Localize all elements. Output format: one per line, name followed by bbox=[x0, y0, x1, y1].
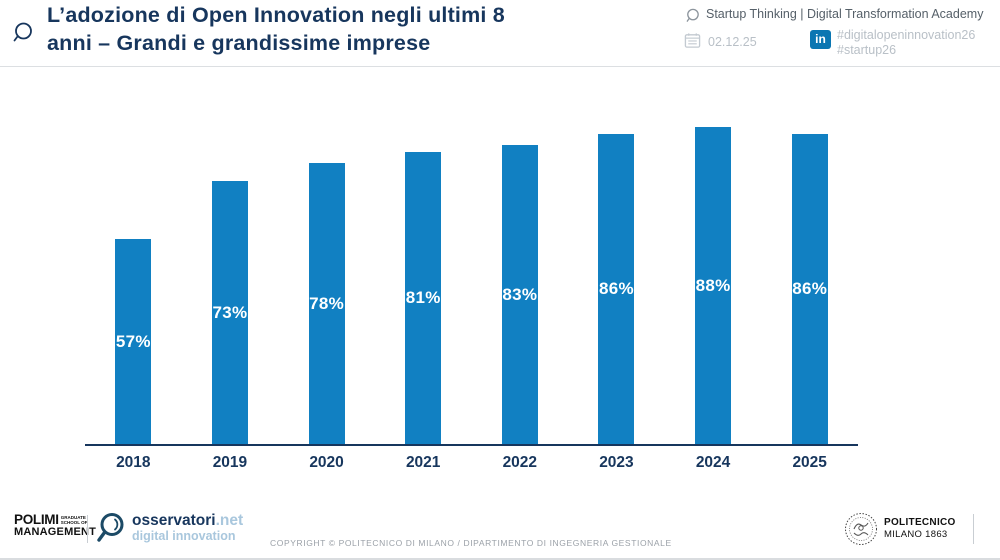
bar-slot: 73% bbox=[182, 70, 279, 444]
politecnico-logo-text: POLITECNICO MILANO 1863 bbox=[884, 517, 956, 540]
bar-2023: 86% bbox=[598, 134, 635, 444]
polimi-logo-smalltext: GRADUATE SCHOOL OF bbox=[60, 515, 88, 525]
x-tick-label: 2019 bbox=[212, 454, 248, 471]
bar-slot: 86% bbox=[568, 70, 665, 444]
x-tick-label: 2025 bbox=[792, 454, 827, 471]
osservatori-net: .net bbox=[215, 512, 244, 529]
bar-value-label: 57% bbox=[115, 331, 151, 351]
x-tick-label: 2023 bbox=[599, 454, 634, 471]
bar-2024: 88% bbox=[695, 127, 732, 444]
footer-divider-1 bbox=[87, 515, 88, 543]
copyright-text: COPYRIGHT © POLITECNICO DI MILANO / DIPA… bbox=[270, 538, 672, 548]
bar-value-label: 88% bbox=[695, 275, 731, 295]
polimi-logo-text2: MANAGEMENT bbox=[14, 526, 97, 538]
x-tick-label: 2022 bbox=[502, 454, 538, 471]
bar-2025: 86% bbox=[791, 134, 828, 444]
bar-value-label: 81% bbox=[405, 288, 441, 307]
bar-slot: 57% bbox=[85, 70, 182, 444]
osservatori-name: osservatori bbox=[132, 512, 216, 529]
bar-2021: 81% bbox=[405, 152, 442, 444]
title-line-2: anni – Grandi e grandissime imprese bbox=[47, 31, 431, 55]
polimi-management-logo: POLIMI GRADUATE SCHOOL OF MANAGEMENT bbox=[14, 513, 96, 539]
bar-slot: 88% bbox=[665, 70, 762, 444]
footer-divider-2 bbox=[973, 514, 974, 544]
x-axis-labels: 2018 2019 2020 2021 2022 2023 2024 2025 bbox=[85, 454, 858, 472]
x-tick-label: 2020 bbox=[309, 454, 344, 471]
politecnico-seal-icon bbox=[845, 513, 877, 545]
bar-value-label: 86% bbox=[792, 279, 828, 298]
event-date: 02.12.25 bbox=[708, 35, 757, 49]
hashtags: #digitalopeninnovation26 #startup26 bbox=[837, 28, 975, 58]
osservatori-logo: osservatori.net digital innovation bbox=[132, 512, 244, 544]
osservatori-subtitle: digital innovation bbox=[132, 529, 236, 543]
footer: POLIMI GRADUATE SCHOOL OF MANAGEMENT osse… bbox=[0, 508, 1000, 558]
osservatori-footer-magnifier-icon bbox=[97, 513, 124, 542]
bar-2018: 57% bbox=[115, 239, 152, 444]
calendar-icon bbox=[684, 33, 701, 48]
linkedin-icon: in bbox=[810, 30, 831, 49]
bar-value-label: 86% bbox=[598, 279, 634, 298]
event-name: Startup Thinking | Digital Transformatio… bbox=[706, 7, 984, 21]
bar-value-label: 83% bbox=[502, 284, 538, 304]
page-title: L’adozione di Open Innovation negli ulti… bbox=[47, 1, 697, 57]
event-bubble-icon bbox=[686, 8, 699, 22]
bar-2019: 73% bbox=[211, 181, 248, 444]
bar-slot: 83% bbox=[472, 70, 569, 444]
x-tick-label: 2021 bbox=[405, 454, 441, 471]
osservatori-magnifier-icon bbox=[13, 22, 32, 42]
bar-slot: 86% bbox=[761, 70, 858, 444]
bar-2020: 78% bbox=[308, 163, 345, 444]
bars: 57% 73% 78% 81% 83% 86% 88% 86% bbox=[85, 70, 858, 444]
bar-value-label: 78% bbox=[309, 293, 345, 313]
hashtag-1: #digitalopeninnovation26 bbox=[837, 28, 976, 42]
bar-2022: 83% bbox=[501, 145, 538, 444]
bar-value-label: 73% bbox=[212, 302, 248, 322]
x-tick-label: 2024 bbox=[695, 454, 731, 471]
bar-slot: 81% bbox=[375, 70, 472, 444]
header: L’adozione di Open Innovation negli ulti… bbox=[0, 0, 1000, 67]
bar-chart: 57% 73% 78% 81% 83% 86% 88% 86% bbox=[85, 70, 858, 446]
hashtag-2: #startup26 bbox=[837, 43, 897, 57]
x-tick-label: 2018 bbox=[116, 454, 151, 471]
title-line-1: L’adozione di Open Innovation negli ulti… bbox=[47, 3, 505, 27]
bar-slot: 78% bbox=[278, 70, 375, 444]
polimi-logo-text: POLIMI bbox=[14, 512, 59, 527]
